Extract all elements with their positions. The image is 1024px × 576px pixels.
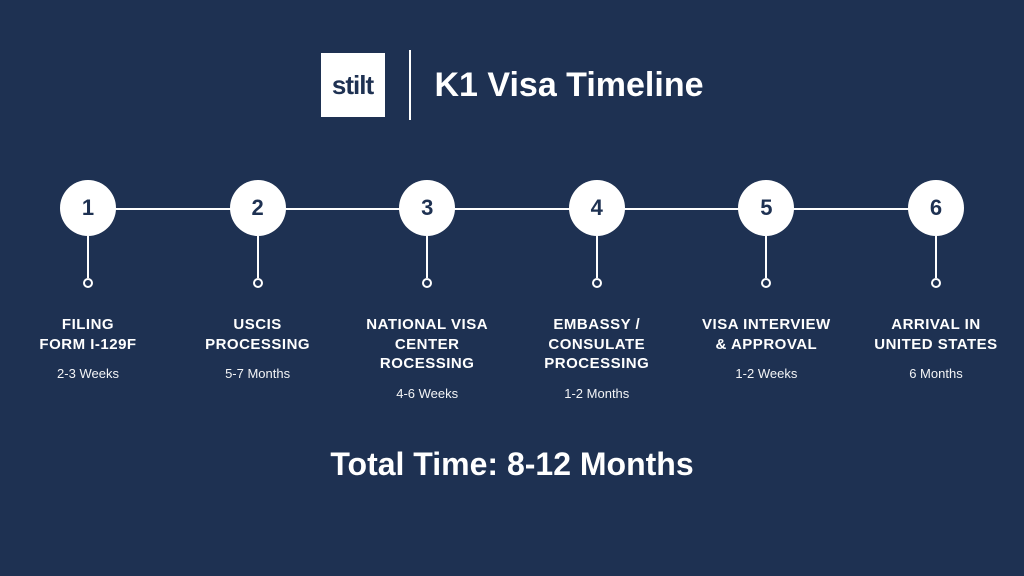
step-circle-5: 5	[738, 180, 794, 236]
step-duration-6: 6 Months	[861, 366, 1011, 381]
steps-row: 1 2 3 4 5 6	[60, 180, 964, 236]
step-duration-2: 5-7 Months	[183, 366, 333, 381]
label-2: USCISPROCESSING 5-7 Months	[183, 315, 333, 401]
labels-row: FILINGFORM I-129F 2-3 Weeks USCISPROCESS…	[60, 315, 964, 401]
drop-3	[399, 236, 455, 288]
header: stilt K1 Visa Timeline	[0, 0, 1024, 120]
label-3: NATIONAL VISACENTERROCESSING 4-6 Weeks	[352, 315, 502, 401]
label-4: EMBASSY /CONSULATEPROCESSING 1-2 Months	[522, 315, 672, 401]
drop-6	[908, 236, 964, 288]
step-title-2: USCISPROCESSING	[183, 315, 333, 354]
step-circle-1: 1	[60, 180, 116, 236]
step-circle-4: 4	[569, 180, 625, 236]
step-circle-3: 3	[399, 180, 455, 236]
step-duration-3: 4-6 Weeks	[352, 386, 502, 401]
step-duration-1: 2-3 Weeks	[13, 366, 163, 381]
page-title: K1 Visa Timeline	[435, 66, 704, 105]
step-circle-6: 6	[908, 180, 964, 236]
step-title-5: VISA INTERVIEW& APPROVAL	[691, 315, 841, 354]
step-circle-2: 2	[230, 180, 286, 236]
label-5: VISA INTERVIEW& APPROVAL 1-2 Weeks	[691, 315, 841, 401]
drop-4	[569, 236, 625, 288]
drop-5	[738, 236, 794, 288]
step-title-6: ARRIVAL INUNITED STATES	[861, 315, 1011, 354]
drop-1	[60, 236, 116, 288]
step-duration-5: 1-2 Weeks	[691, 366, 841, 381]
step-title-1: FILINGFORM I-129F	[13, 315, 163, 354]
step-duration-4: 1-2 Months	[522, 386, 672, 401]
label-1: FILINGFORM I-129F 2-3 Weeks	[13, 315, 163, 401]
label-6: ARRIVAL INUNITED STATES 6 Months	[861, 315, 1011, 401]
logo: stilt	[321, 53, 385, 117]
timeline: 1 2 3 4 5 6	[60, 180, 964, 240]
step-title-4: EMBASSY /CONSULATEPROCESSING	[522, 315, 672, 374]
step-title-3: NATIONAL VISACENTERROCESSING	[352, 315, 502, 374]
total-time: Total Time: 8-12 Months	[0, 446, 1024, 483]
drops-row	[60, 236, 964, 288]
drop-2	[230, 236, 286, 288]
header-divider	[409, 50, 411, 120]
